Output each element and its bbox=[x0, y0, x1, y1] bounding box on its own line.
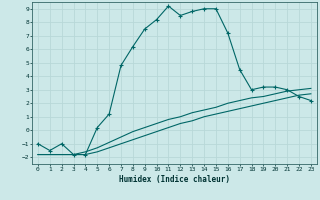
X-axis label: Humidex (Indice chaleur): Humidex (Indice chaleur) bbox=[119, 175, 230, 184]
